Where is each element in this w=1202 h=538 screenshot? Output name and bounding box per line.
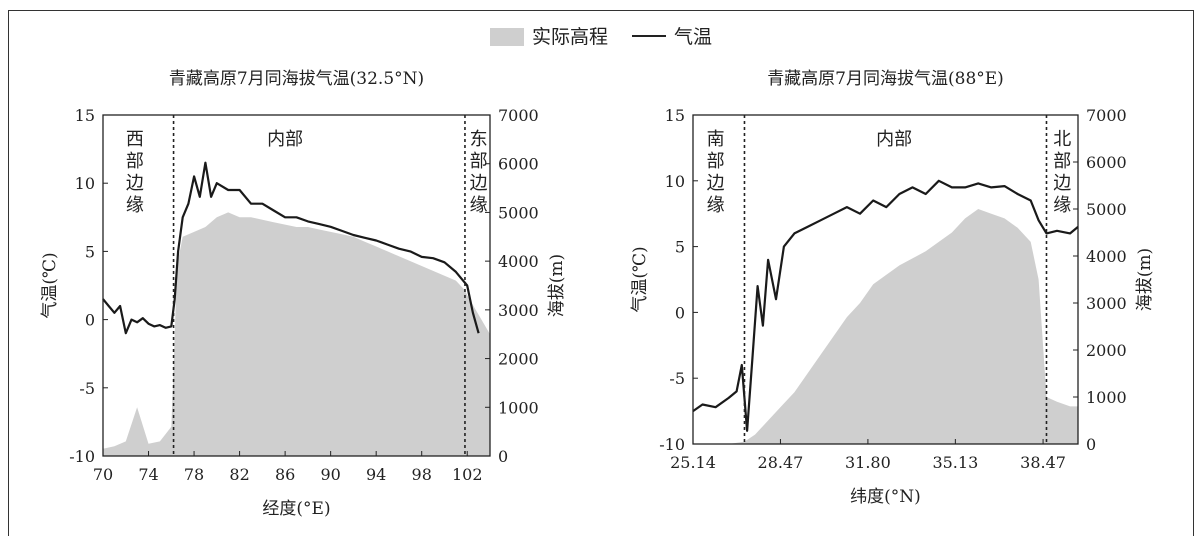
temperature-line [692,179,1079,432]
y-left-tick-label: -5 [79,379,95,398]
figure-frame [8,10,1194,536]
chart-title: 青藏高原7月同海拔气温(88°E) [767,69,1004,89]
elevation-area [103,212,490,456]
x-tick-label: 38.47 [1020,453,1066,472]
x-axis-label: 经度(°E) [262,499,330,519]
plot-frame [102,114,491,457]
y-left-tick-label: -10 [659,435,685,454]
legend-temperature-label: 气温 [674,26,713,48]
chart-title: 青藏高原7月同海拔气温(32.5°N) [169,69,424,89]
legend-temperature-swatch [632,35,666,37]
legend-elevation-swatch [489,28,524,46]
y-right-tick-label: 6000 [1086,153,1127,172]
y-right-tick-label: 3000 [498,301,539,320]
x-tick-label: 90 [320,465,340,484]
y-left-tick-label: -10 [69,447,95,466]
y-left-tick-label: -5 [669,369,685,388]
y-right-tick-label: 4000 [1086,247,1127,266]
y-left-tick-label: 0 [675,303,685,322]
y-right-tick-label: 7000 [498,106,539,125]
y-right-tick-label: 0 [498,447,508,466]
temperature-line [102,161,480,335]
y-left-tick-label: 15 [75,106,95,125]
legend: 实际高程 气温 [0,22,1202,49]
x-tick-label: 82 [229,465,249,484]
x-tick-label: 94 [366,465,386,484]
x-tick-label: 25.14 [670,453,716,472]
x-tick-label: 35.13 [932,453,978,472]
elevation-area [693,209,1078,444]
region-label: 西部边缘 [126,129,144,216]
y-left-axis-label: 气温(℃) [630,246,650,312]
x-tick-label: 86 [275,465,295,484]
region-label: 南部边缘 [707,129,725,216]
y-left-tick-label: 10 [665,172,685,191]
y-right-tick-label: 1000 [498,398,539,417]
y-left-tick-label: 5 [675,238,685,257]
y-right-tick-label: 2000 [498,350,539,369]
y-right-tick-label: 1000 [1086,388,1127,407]
y-right-tick-label: 7000 [1086,106,1127,125]
y-left-tick-label: 0 [85,311,95,330]
x-tick-label: 28.47 [758,453,804,472]
y-right-tick-label: 3000 [1086,294,1127,313]
chart-panel-longitude: 青藏高原7月同海拔气温(32.5°N) 70 74 78 82 86 90 94 98 102 -1… [40,69,567,519]
y-right-tick-label: 5000 [1086,200,1127,219]
y-left-tick-label: 5 [85,242,95,261]
y-right-tick-label: 4000 [498,252,539,271]
x-tick-label: 78 [184,465,204,484]
x-tick-label: 31.80 [845,453,891,472]
plot-frame [692,114,1079,445]
y-left-tick-label: 10 [75,174,95,193]
x-tick-label: 74 [138,465,158,484]
y-right-tick-label: 6000 [498,155,539,174]
region-label: 内部 [876,129,912,150]
region-label: 北部边缘 [1053,129,1071,216]
region-label: 东部边缘 [470,129,488,216]
y-right-tick-label: 5000 [498,203,539,222]
y-left-tick-label: 15 [665,106,685,125]
y-right-tick-label: 0 [1086,435,1096,454]
y-right-axis-label: 海拔(m) [547,254,567,317]
y-right-axis-label: 海拔(m) [1135,248,1155,311]
region-label: 内部 [267,129,303,150]
chart-panel-latitude: 青藏高原7月同海拔气温(88°E) 25.14 28.47 31.80 35.13 38.… [630,69,1155,507]
y-right-tick-label: 2000 [1086,341,1127,360]
x-tick-label: 98 [412,465,432,484]
y-left-axis-label: 气温(℃) [40,252,60,318]
legend-elevation-label: 实际高程 [531,26,608,48]
x-tick-label: 102 [452,465,483,484]
x-axis-label: 纬度(°N) [850,487,921,507]
x-tick-label: 70 [93,465,113,484]
